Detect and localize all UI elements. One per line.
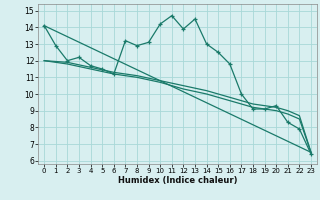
X-axis label: Humidex (Indice chaleur): Humidex (Indice chaleur) xyxy=(118,176,237,185)
